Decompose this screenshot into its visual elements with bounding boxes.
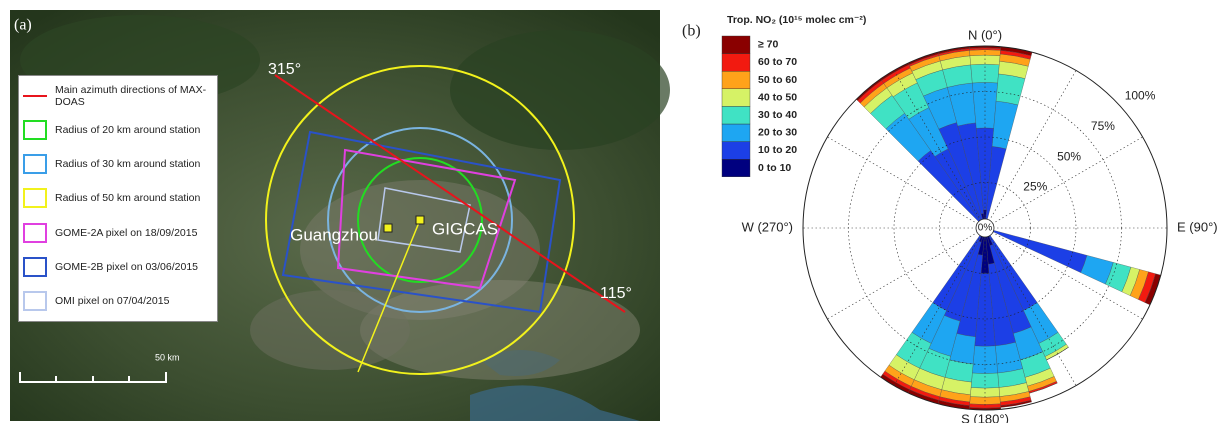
legend-swatch (722, 124, 750, 142)
panel-label: (b) (682, 23, 701, 40)
legend-label: Main azimuth directions of MAX-DOAS (55, 84, 213, 108)
legend-icon (23, 120, 47, 140)
direction-label: E (90°) (1177, 219, 1218, 234)
legend-swatch (722, 71, 750, 89)
legend-icon (23, 154, 47, 174)
legend-label: ≥ 70 (758, 39, 779, 51)
legend-swatch (722, 89, 750, 107)
legend-icon (23, 95, 47, 97)
legend-icon (23, 257, 47, 277)
wedge-segment (972, 82, 997, 128)
legend-label: 20 to 30 (758, 127, 797, 139)
legend-entry: GOME-2A pixel on 18/09/2015 (23, 217, 213, 249)
legend-icon (23, 188, 47, 208)
city-marker (384, 224, 392, 232)
r-tick-label: 50% (1057, 149, 1081, 163)
legend-swatch (722, 159, 750, 177)
r-tick-label: 0% (978, 223, 993, 234)
azimuth-label: 115° (600, 285, 632, 302)
legend-label: Radius of 30 km around station (55, 158, 200, 170)
city-label: Guangzhou (290, 225, 378, 244)
station-marker (416, 216, 424, 224)
direction-label: N (0°) (968, 27, 1002, 42)
legend-entry: Radius of 30 km around station (23, 148, 213, 180)
legend-swatch (722, 142, 750, 160)
scale-label: 50 km (155, 352, 180, 362)
legend-label: 10 to 20 (758, 144, 797, 156)
legend-entry: Radius of 20 km around station (23, 114, 213, 146)
map-legend: Main azimuth directions of MAX-DOAS Radiu… (18, 75, 218, 322)
r-tick-label: 100% (1125, 88, 1156, 102)
direction-label: S (180°) (961, 411, 1009, 423)
figure: (a) 315° 115° Guangzhou GIGCAS 50 km (b)… (0, 0, 1220, 423)
polar-chart: 0% 25% 50% 75% 100% N (0°) E (90°) S (180°) W (2… (722, 27, 1218, 423)
legend-label: OMI pixel on 07/04/2015 (55, 295, 169, 307)
legend-entry: OMI pixel on 07/04/2015 (23, 285, 213, 317)
r-tick-label: 75% (1091, 119, 1115, 133)
legend-label: Radius of 20 km around station (55, 124, 200, 136)
forest (450, 30, 670, 150)
legend-label: 30 to 40 (758, 109, 797, 121)
legend-entry: Radius of 50 km around station (23, 182, 213, 214)
legend-entry: GOME-2B pixel on 03/06/2015 (23, 251, 213, 283)
legend-label: 60 to 70 (758, 56, 797, 68)
legend-label: 50 to 60 (758, 74, 797, 86)
legend-label: 0 to 10 (758, 162, 791, 174)
panel-label: (a) (14, 17, 32, 34)
legend-swatch (722, 54, 750, 72)
azimuth-label: 315° (268, 61, 301, 78)
legend-icon (23, 291, 47, 311)
legend-label: GOME-2A pixel on 18/09/2015 (55, 227, 197, 239)
legend-label: GOME-2B pixel on 03/06/2015 (55, 261, 198, 273)
station-label: GIGCAS (432, 219, 498, 238)
legend-label: Radius of 50 km around station (55, 192, 200, 204)
direction-label: W (270°) (742, 219, 793, 234)
legend-icon (23, 223, 47, 243)
legend-label: 40 to 50 (758, 91, 797, 103)
r-tick-label: 25% (1023, 180, 1047, 194)
legend-swatch (722, 36, 750, 54)
legend-swatch (722, 106, 750, 124)
legend-entry: Main azimuth directions of MAX-DOAS (23, 80, 213, 112)
legend-title: Trop. NO₂ (10¹⁵ molec cm⁻²) (727, 14, 866, 26)
